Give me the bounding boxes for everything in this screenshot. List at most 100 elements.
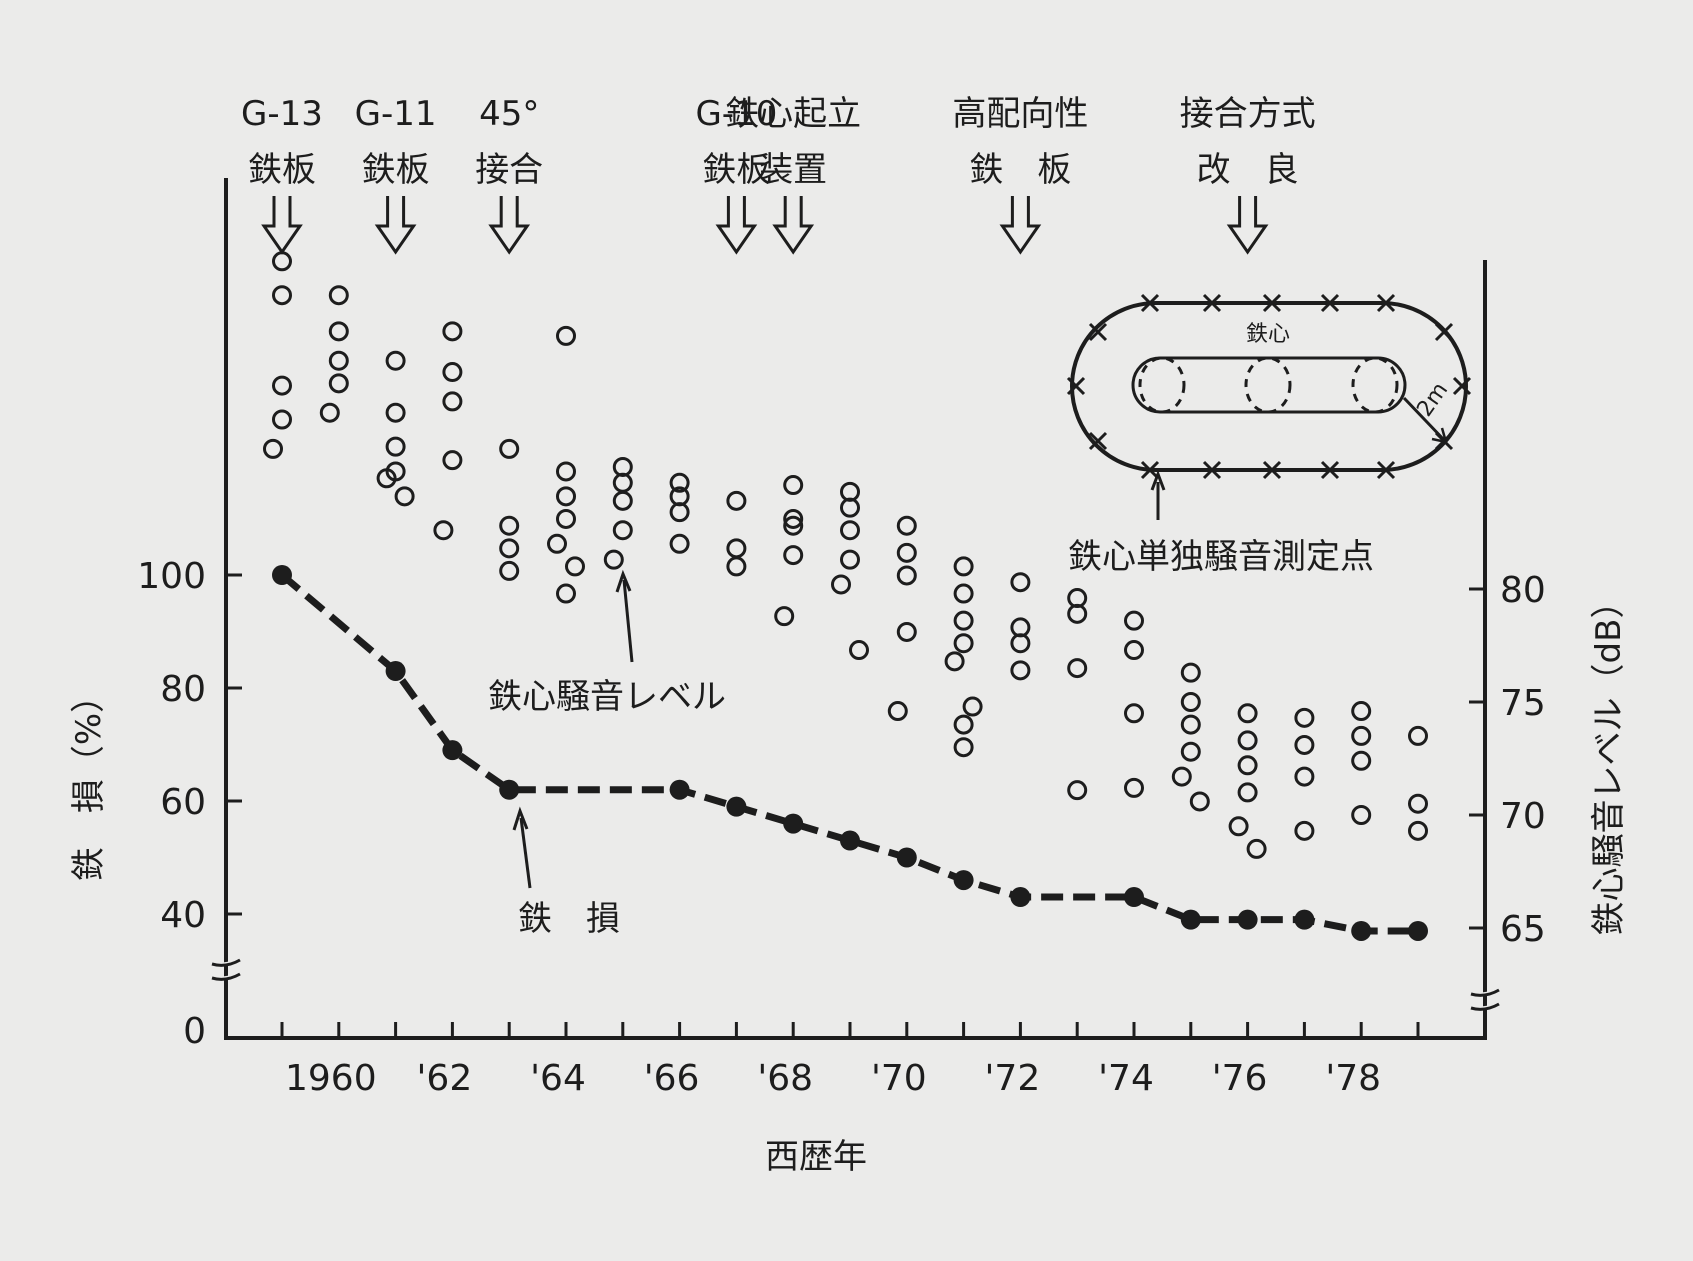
- noise-level-point: [1408, 725, 1428, 746]
- noise-level-point: [774, 606, 795, 627]
- inset-measurement-loop: [1070, 301, 1468, 472]
- inset-caption-arrowhead: [1150, 469, 1166, 491]
- noise-level-point: [726, 556, 747, 577]
- left-axis-title: 鉄 損（%）: [69, 679, 109, 881]
- noise-level-point: [499, 538, 520, 559]
- noise-level-point: [442, 391, 463, 412]
- right-tick-label: 65: [1500, 909, 1546, 950]
- iron-loss-point: [1124, 887, 1144, 908]
- noise-level-point: [376, 468, 397, 489]
- annotation-arrow: [715, 196, 758, 255]
- noise-level-point: [319, 402, 340, 423]
- noise-level-point: [556, 325, 576, 346]
- noise-level-point: [896, 515, 917, 536]
- noise-callout-label: 鉄心騒音レベル: [488, 677, 726, 717]
- noise-level-point: [272, 375, 292, 396]
- measurement-point-cross: [1262, 460, 1282, 480]
- iron-loss-point: [726, 796, 747, 817]
- iron-loss-point: [1237, 909, 1258, 930]
- noise-level-point: [1124, 640, 1144, 661]
- x-tick-label: '76: [1212, 1058, 1268, 1099]
- noise-level-point: [556, 461, 576, 482]
- noise-level-point: [896, 565, 917, 586]
- iron-loss-point: [840, 830, 860, 851]
- annotation-label: 45°: [479, 94, 539, 134]
- noise-level-point: [944, 651, 965, 672]
- noise-level-point: [1124, 703, 1144, 724]
- annotation-arrow: [1226, 196, 1269, 255]
- noise-level-point: [442, 362, 463, 383]
- x-tick-label: '68: [757, 1058, 813, 1099]
- x-axis-title: 西歴年: [765, 1137, 867, 1177]
- iron-loss-point: [1010, 887, 1031, 908]
- noise-level-point: [1294, 734, 1315, 755]
- noise-level-point: [328, 321, 349, 342]
- measurement-point-cross: [1140, 293, 1160, 313]
- noise-level-point: [953, 737, 974, 758]
- noise-level-point: [499, 438, 520, 459]
- noise-level-point: [263, 438, 283, 459]
- noise-level-point: [328, 373, 349, 394]
- left-tick-label: 60: [160, 782, 206, 823]
- noise-level-point: [603, 549, 624, 570]
- measurement-point-cross: [1088, 431, 1108, 451]
- noise-level-point: [953, 610, 974, 631]
- noise-level-point: [726, 490, 747, 511]
- x-tick-label: '72: [985, 1058, 1041, 1099]
- noise-level-point: [953, 633, 974, 654]
- iron-loss-point: [1180, 909, 1201, 930]
- right-y-ticks: 65 70 75 80: [1469, 570, 1546, 950]
- noise-level-point: [669, 533, 690, 554]
- noise-level-point: [1180, 662, 1201, 683]
- annotation-label: 装置: [759, 150, 827, 190]
- inset-measurement-points: [1066, 293, 1472, 480]
- right-axis-break: [1470, 988, 1500, 1011]
- measurement-point-cross: [1376, 293, 1396, 313]
- right-tick-label: 70: [1500, 796, 1546, 837]
- measurement-point-cross: [1140, 460, 1160, 480]
- noise-level-point: [499, 560, 520, 581]
- noise-level-point: [1294, 707, 1315, 728]
- noise-level-point: [547, 533, 567, 554]
- noise-level-point: [1180, 714, 1201, 735]
- iron-loss-point: [499, 779, 520, 800]
- noise-level-point: [840, 520, 860, 541]
- noise-level-point: [612, 520, 633, 541]
- iron-loss-point: [669, 779, 690, 800]
- iron-loss-point: [783, 813, 804, 834]
- noise-level-point: [1067, 603, 1088, 624]
- iron-loss-point: [272, 565, 292, 585]
- annotation-label: G-13: [241, 94, 323, 134]
- loss-callout-label: 鉄 損: [518, 899, 620, 939]
- iron-loss-point: [896, 847, 917, 868]
- inset-caption: 鉄心単独騒音測定点: [1068, 537, 1374, 577]
- noise-level-point: [1237, 755, 1258, 776]
- noise-level-point: [896, 621, 917, 642]
- iron-loss-point: [442, 740, 463, 761]
- noise-level-point: [565, 556, 585, 577]
- left-tick-label: 40: [160, 895, 206, 936]
- loss-callout-leader: [519, 817, 532, 889]
- left-tick-label: 100: [137, 556, 206, 597]
- noise-level-point: [1067, 780, 1088, 801]
- inset-core-leg-center: [1244, 356, 1292, 414]
- noise-level-point: [385, 350, 406, 371]
- annotation-label: 改 良: [1197, 150, 1299, 190]
- noise-level-point: [1237, 782, 1258, 803]
- noise-callout-arrowhead: [615, 569, 632, 593]
- noise-level-point: [1124, 610, 1144, 631]
- noise-level-point: [272, 285, 292, 306]
- right-axis-title: 鉄心騒音レベル（dB）: [1589, 585, 1629, 936]
- annotation-arrow: [999, 196, 1042, 255]
- noise-level-point: [499, 515, 520, 536]
- noise-level-point: [556, 583, 576, 604]
- noise-level-point: [1351, 750, 1372, 771]
- noise-level-point: [887, 701, 908, 722]
- noise-level-point: [1171, 766, 1192, 787]
- noise-level-point: [1294, 766, 1315, 787]
- noise-level-point: [394, 486, 415, 507]
- x-tick-label: '70: [871, 1058, 927, 1099]
- noise-level-point: [1180, 741, 1201, 762]
